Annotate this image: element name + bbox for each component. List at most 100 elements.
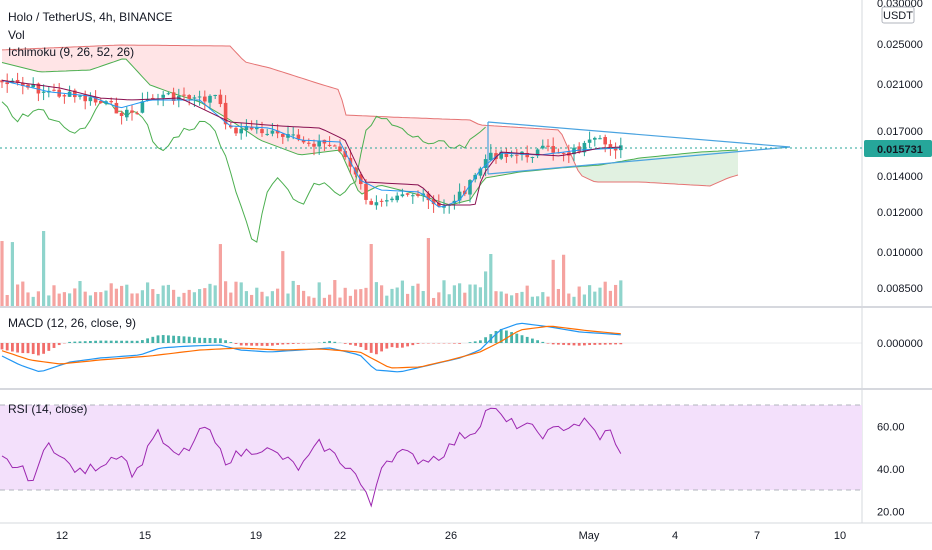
ichimoku-cloud (290, 74, 294, 153)
macd-histogram-bar (135, 340, 139, 343)
candle-body (561, 153, 566, 155)
ichimoku-cloud (398, 117, 402, 191)
volume-bar (255, 287, 259, 306)
ichimoku-cloud (610, 162, 614, 182)
volume-bar (302, 290, 306, 306)
candle-body (385, 200, 389, 202)
volume-bar (463, 292, 467, 306)
volume-bar (120, 285, 124, 306)
volume-bar (208, 283, 212, 306)
ichimoku-cloud (678, 153, 682, 185)
candle-body (598, 138, 602, 140)
ichimoku-cloud (106, 45, 110, 65)
ichimoku-cloud (150, 45, 154, 87)
macd-histogram-bar (349, 343, 352, 345)
ichimoku-cloud (402, 117, 406, 192)
candle (437, 194, 441, 208)
candle (197, 90, 202, 106)
candle-body (307, 142, 311, 144)
ichimoku-lagging-span (1, 100, 486, 243)
macd-histogram-bar (380, 343, 383, 352)
volume-bar (411, 285, 415, 306)
macd-histogram-bar (260, 343, 264, 346)
volume-bar (452, 285, 456, 306)
ichimoku-cloud (58, 47, 62, 72)
macd-histogram-bar (224, 340, 227, 343)
macd-histogram-bar (255, 343, 259, 346)
ichimoku-cloud (390, 117, 394, 189)
ichimoku-cloud (278, 70, 282, 149)
macd-histogram-bar (276, 343, 279, 345)
ichimoku-cloud (174, 45, 178, 95)
macd-histogram-bar (328, 340, 331, 343)
time-axis-label: 19 (250, 530, 262, 542)
ichimoku-cloud (90, 46, 94, 70)
volume-bar (489, 254, 493, 306)
candle (515, 148, 519, 164)
ichimoku-cloud (250, 63, 254, 137)
ichimoku-cloud (430, 118, 434, 200)
ichimoku-cloud (242, 58, 246, 131)
candle-body (203, 96, 207, 102)
ichimoku-cloud (458, 119, 462, 203)
trendline-lower[interactable] (487, 146, 791, 175)
candle-body (312, 143, 316, 147)
macd-histogram-bar (385, 343, 389, 349)
candle-body (275, 130, 280, 134)
macd-histogram-bar (187, 336, 191, 343)
candle-body (551, 146, 555, 153)
macd-histogram-bar (401, 343, 404, 348)
candle-body (151, 97, 155, 99)
candle-body (327, 144, 332, 146)
macd-histogram-bar (479, 340, 482, 343)
rsi-line (1, 407, 622, 508)
candle (88, 92, 93, 106)
candle (561, 152, 566, 162)
candle (218, 89, 223, 108)
volume-bar (348, 295, 352, 306)
macd-histogram-bar (271, 343, 274, 346)
candle-body (286, 134, 290, 138)
volume-bar (57, 293, 61, 306)
candle-body (208, 95, 212, 103)
candle (135, 111, 139, 115)
volume-bar (187, 289, 191, 306)
volume-bar (62, 292, 66, 306)
currency-badge-box[interactable] (881, 6, 915, 24)
volume-bar (426, 238, 430, 306)
volume-bar (104, 290, 108, 306)
ichimoku-cloud (422, 118, 426, 197)
ichimoku-cloud (446, 119, 450, 205)
ichimoku-cloud (234, 50, 238, 126)
volume-bar (322, 297, 326, 306)
volume-bar (369, 244, 373, 306)
macd-histogram-bar (151, 336, 155, 343)
ichimoku-cloud (522, 127, 526, 172)
ichimoku-cloud (726, 150, 730, 179)
volume-bar (494, 291, 498, 306)
ichimoku-cloud (114, 45, 118, 62)
volume-bar (395, 287, 399, 306)
volume-bar (88, 295, 92, 306)
candle-body (36, 83, 41, 94)
candle (582, 140, 587, 157)
volume-bar (47, 295, 51, 306)
currency-badge[interactable]: USDT (881, 6, 915, 24)
candle (62, 93, 67, 104)
candle-body (546, 145, 550, 147)
candle-body (197, 96, 202, 98)
trendline-upper[interactable] (487, 121, 791, 148)
rsi-axis-label: 20.00 (877, 506, 905, 518)
volume-bar (468, 284, 472, 306)
candle (208, 94, 212, 110)
candle-body (431, 199, 436, 205)
ichimoku-cloud (66, 47, 70, 71)
candle (499, 149, 503, 161)
macd-histogram-bar (453, 343, 456, 344)
volume-bar (239, 282, 243, 306)
candle-body (437, 202, 441, 207)
candle-body (369, 201, 373, 205)
ichimoku-cloud (178, 45, 182, 97)
candle-body (603, 137, 607, 145)
